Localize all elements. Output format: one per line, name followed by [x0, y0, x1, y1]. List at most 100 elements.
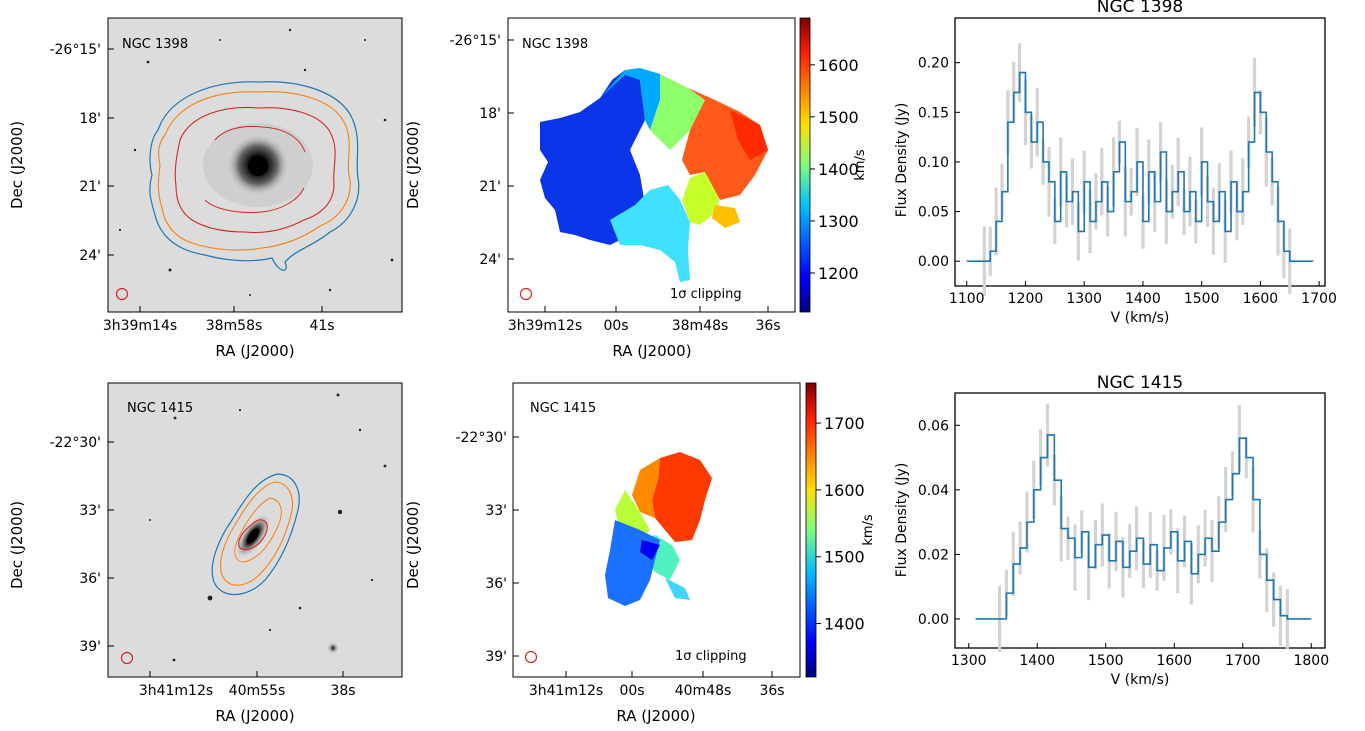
colorbar-tick-label: 1700 [824, 414, 865, 433]
field-stars [149, 393, 387, 662]
velocity-blob-receding [682, 88, 768, 200]
panel-spectrum-ngc1398: 1100 1200 1300 1400 1500 1600 1700 0.00 0.05 0.10… [894, 0, 1337, 326]
y-tick-label: 24' [79, 248, 101, 264]
y-tick-label: 33' [485, 503, 507, 519]
x-tick-label: 3h39m14s [103, 318, 177, 334]
y-axis-label: Flux Density (Jy) [894, 103, 910, 218]
y-tick-label: -26°15' [49, 42, 101, 58]
contour-inner [174, 106, 336, 234]
panel-optical-ngc1415: NGC 1415 -22°30' 33' 36' 39' 3h41m12s 40… [8, 382, 403, 725]
panel-label: NGC 1415 [530, 401, 596, 416]
colorbar-label: km/s [861, 514, 876, 546]
chart-title: NGC 1398 [1097, 0, 1183, 17]
contour-middle [157, 91, 351, 251]
spectrum-plot: 1100 1200 1300 1400 1500 1600 1700 0.00 0.05 0.10… [918, 43, 1337, 307]
panel-velocity-ngc1415: NGC 1415 1σ clipping -22°30' 33' 36' 39'… [404, 382, 876, 725]
x-axis-label: RA (J2000) [215, 707, 294, 725]
y-axis-label: Flux Density (Jy) [894, 463, 910, 578]
x-tick-label: 38s [330, 683, 355, 699]
x-axis-label: RA (J2000) [612, 342, 691, 360]
panel-label: NGC 1415 [127, 401, 193, 416]
y-tick-label: 0.04 [918, 483, 949, 499]
x-axis-label: V (km/s) [1111, 672, 1170, 688]
x-axis-label: V (km/s) [1111, 310, 1170, 326]
x-tick-label: 38m58s [206, 318, 263, 334]
y-tick-label: 0.10 [918, 155, 949, 171]
y-tick-label: 36' [485, 576, 507, 592]
colorbar-label: km/s [853, 149, 868, 181]
y-tick-label: 24' [479, 252, 501, 268]
x-tick-label: 36s [759, 683, 784, 699]
x-tick-label: 1300 [951, 653, 987, 669]
y-tick-label: 0.20 [918, 56, 949, 72]
spectrum-line [966, 71, 1314, 262]
y-tick-label: 18' [79, 111, 101, 127]
colorbar-ticks: 1400 1500 1600 1700 [816, 414, 865, 634]
x-tick-label: 1300 [1066, 291, 1102, 307]
y-axis-label: Dec (J2000) [8, 121, 26, 209]
colorbar-tick-label: 1600 [824, 481, 865, 500]
colorbar-ticks: 1200 1300 1400 1500 1600 [810, 56, 859, 283]
x-tick-label: 1200 [1008, 291, 1044, 307]
colorbar-tick-label: 1300 [818, 212, 859, 231]
spectrum-line [975, 434, 1312, 620]
contour-outer [149, 81, 360, 271]
y-tick-label: 39' [79, 639, 101, 655]
spectrum-plot: 1300 1400 1500 1600 1700 1800 0.00 0.02 0.04 0.06 [918, 403, 1329, 669]
y-tick-label: 33' [79, 503, 101, 519]
y-tick-label: 0.15 [918, 105, 949, 121]
x-tick-label: 1500 [1088, 653, 1124, 669]
x-axis-label: RA (J2000) [616, 707, 695, 725]
colorbar-tick-label: 1500 [818, 108, 859, 127]
y-axis-label: Dec (J2000) [404, 121, 422, 209]
x-tick-label: 1100 [949, 291, 985, 307]
x-tick-label: 1700 [1301, 291, 1337, 307]
y-axis-label: Dec (J2000) [8, 501, 26, 589]
x-tick-label: 40m55s [229, 683, 286, 699]
y-tick-label: 18' [479, 106, 501, 122]
colorbar-tick-label: 1200 [818, 264, 859, 283]
x-axis-label: RA (J2000) [215, 342, 294, 360]
x-tick-label: 1500 [1184, 291, 1220, 307]
panel-optical-ngc1398: NGC 1398 -26°15' 18' 21' 24' 3h39m14s 38… [8, 17, 403, 360]
colorbar [805, 382, 817, 678]
y-tick-label: 36' [79, 571, 101, 587]
x-tick-label: 1600 [1243, 291, 1279, 307]
chart-title: NGC 1415 [1097, 373, 1183, 393]
colorbar-tick-label: 1600 [818, 56, 859, 75]
y-tick-label: 39' [485, 649, 507, 665]
x-tick-label: 1800 [1293, 653, 1329, 669]
y-tick-label: -26°15' [449, 33, 501, 49]
x-tick-label: 1600 [1156, 653, 1192, 669]
x-tick-label: 38m48s [672, 318, 729, 334]
y-tick-label: 0.02 [918, 547, 949, 563]
y-tick-label: 21' [479, 179, 501, 195]
y-tick-label: 0.00 [918, 612, 949, 628]
colorbar-tick-label: 1500 [824, 548, 865, 567]
y-tick-label: 0.06 [918, 418, 949, 434]
x-tick-label: 36s [755, 318, 780, 334]
panel-spectrum-ngc1415: 1300 1400 1500 1600 1700 1800 0.00 0.02 0.04 0.06… [894, 373, 1329, 688]
colorbar-tick-label: 1400 [824, 615, 865, 634]
beam-marker [524, 650, 538, 664]
contour-inner [238, 519, 268, 551]
x-tick-label: 1400 [1125, 291, 1161, 307]
y-tick-label: 0.05 [918, 205, 949, 221]
velocity-blob-approaching [540, 70, 645, 245]
panel-label: NGC 1398 [522, 37, 588, 52]
velocity-blob-receding [652, 452, 712, 542]
x-tick-label: 00s [603, 318, 628, 334]
x-tick-label: 40m48s [675, 683, 732, 699]
colorbar-tick-label: 1400 [818, 160, 859, 179]
field-stars [118, 28, 394, 296]
y-tick-label: -22°30' [455, 430, 507, 446]
y-tick-label: 0.00 [918, 254, 949, 270]
x-tick-label: 3h39m12s [508, 318, 582, 334]
y-axis-label: Dec (J2000) [404, 501, 422, 589]
x-tick-label: 1400 [1019, 653, 1055, 669]
x-tick-label: 00s [619, 683, 644, 699]
contour-middle [220, 481, 294, 586]
beam-marker [120, 651, 134, 665]
colorbar [799, 17, 811, 313]
